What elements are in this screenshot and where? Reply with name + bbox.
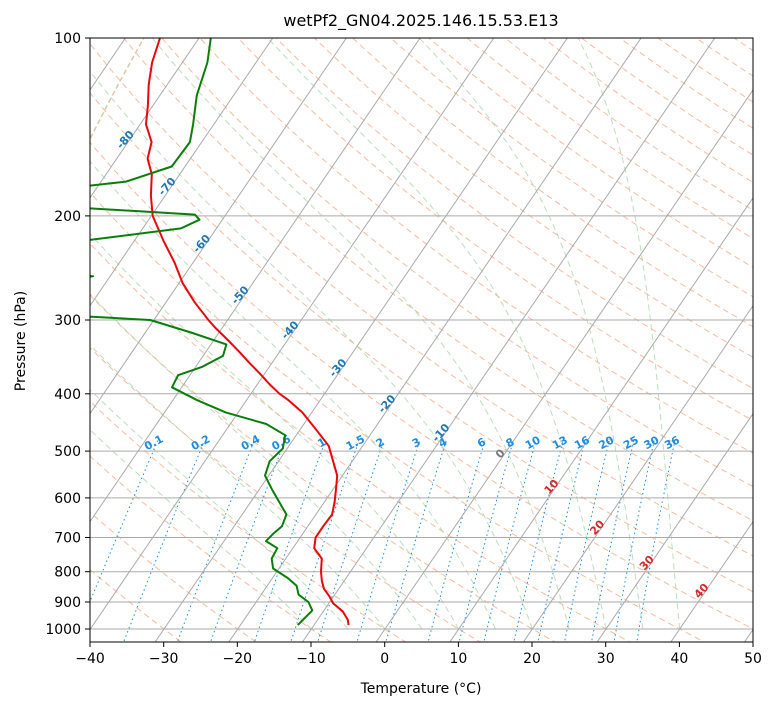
isobars — [90, 38, 753, 630]
mixing-ratio-line — [636, 440, 676, 642]
dry-adiabat-line — [351, 38, 753, 328]
mixing-ratio-label: 20 — [597, 433, 617, 452]
dry-adiabat-line — [90, 400, 407, 642]
x-axis-label: Temperature (°C) — [360, 681, 482, 697]
dry-adiabat-line — [313, 38, 753, 358]
y-tick-label: 1000 — [45, 622, 81, 638]
y-tick-label: 100 — [54, 31, 81, 47]
moist-adiabat-line — [418, 38, 644, 630]
x-axis-ticks: −40 −30 −20 −10 0 10 20 30 40 50 — [75, 642, 762, 667]
isotherm-line — [301, 38, 716, 642]
mixing-ratio-label: 16 — [572, 433, 592, 452]
isotherm-line — [154, 38, 568, 642]
isotherm-line — [228, 38, 642, 642]
moist-adiabat-line — [90, 344, 386, 630]
dry-adiabat-line — [237, 38, 753, 422]
moist-adiabat-line — [91, 73, 533, 630]
isotherm-line — [90, 38, 495, 631]
dry-adiabat-line — [90, 455, 332, 642]
moist-adiabat-line — [90, 233, 460, 630]
mixing-ratio-label: 13 — [550, 433, 570, 452]
dry-adiabat-line — [90, 242, 631, 642]
dewpoint-profile-line — [90, 38, 314, 626]
dry-adiabat-line — [428, 38, 753, 268]
y-tick-label: 600 — [54, 491, 81, 507]
x-tick-label: 10 — [449, 651, 467, 667]
dry-adiabat-line — [90, 92, 753, 593]
mixing-ratio-line — [123, 440, 205, 642]
isotherm-line — [90, 38, 274, 307]
moist-adiabat-line — [577, 38, 681, 630]
y-tick-label: 900 — [54, 595, 81, 611]
dry-adiabats — [90, 38, 753, 642]
mixing-ratio-line — [210, 440, 286, 642]
plot-area: 0.10.20.40.611.52346810131620253036-100-… — [90, 38, 753, 642]
chart-title: wetPf2_GN04.2025.146.15.53.E13 — [283, 11, 558, 31]
mixing-ratio-line — [290, 440, 360, 642]
isotherm-line — [375, 89, 753, 642]
moist-adiabat-line — [90, 160, 496, 630]
y-tick-label: 700 — [54, 531, 81, 547]
plot-frame — [89, 37, 754, 643]
dry-adiabat-line — [390, 38, 753, 298]
dry-adiabat-line — [504, 38, 753, 211]
mixing-ratio-label: 36 — [662, 433, 682, 452]
y-axis-ticks: 100 200 300 400 500 600 700 800 900 1000 — [45, 31, 90, 638]
mixing-ratio-label: 10 — [523, 433, 543, 452]
x-tick-label: −40 — [75, 651, 105, 667]
mixing-ratio-line — [483, 440, 537, 642]
moist-adiabats — [90, 38, 681, 630]
mixing-ratio-label: 30 — [642, 433, 662, 452]
profile-series — [90, 38, 350, 626]
mixing-ratio-line — [317, 440, 385, 642]
mixing-ratio-line — [537, 440, 586, 642]
y-tick-label: 500 — [54, 444, 81, 460]
mixing-ratio-line — [513, 440, 564, 642]
mixing-ratio-line — [591, 440, 635, 642]
mixing-ratio-label: 25 — [621, 433, 641, 452]
isotherm-line — [90, 38, 200, 199]
mixing-ratio-line — [613, 440, 655, 642]
temperature-profile-line — [145, 38, 350, 626]
isotherm-line — [522, 304, 753, 642]
dry-adiabat-line — [90, 42, 753, 557]
y-tick-label: 200 — [54, 209, 81, 225]
isotherm-line — [670, 520, 753, 642]
x-tick-label: 30 — [597, 651, 615, 667]
x-tick-label: −20 — [223, 651, 253, 667]
isotherm-line — [596, 412, 753, 642]
mixing-ratio-line — [253, 440, 326, 642]
mixing-ratio-line — [90, 440, 159, 604]
x-tick-label: 0 — [380, 651, 389, 667]
isotherm-line — [90, 38, 347, 415]
dry-adiabat-line — [466, 38, 753, 240]
moist-adiabat-line — [151, 38, 570, 630]
y-axis-label: Pressure (hPa) — [13, 291, 29, 391]
dry-adiabat-line — [199, 38, 753, 454]
x-tick-label: 40 — [670, 651, 688, 667]
x-tick-label: 20 — [523, 651, 541, 667]
x-tick-label: −10 — [296, 651, 326, 667]
y-tick-label: 800 — [54, 565, 81, 581]
mixing-ratio-line — [563, 440, 610, 642]
dry-adiabat-line — [90, 294, 557, 642]
y-tick-label: 400 — [54, 387, 81, 403]
dry-adiabat-line — [275, 38, 753, 390]
dry-adiabat-line — [90, 191, 706, 642]
x-tick-label: 50 — [744, 651, 762, 667]
moist-adiabat-line — [267, 38, 607, 630]
isotherm-line — [449, 196, 753, 642]
y-tick-label: 300 — [54, 313, 81, 329]
x-tick-label: −30 — [149, 651, 179, 667]
moist-adiabat-line — [90, 389, 349, 630]
